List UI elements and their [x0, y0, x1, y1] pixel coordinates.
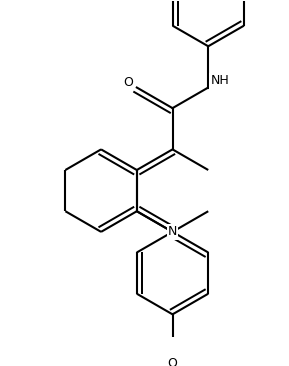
Text: N: N [168, 225, 177, 238]
Text: NH: NH [210, 74, 229, 87]
Text: O: O [168, 356, 177, 366]
Text: O: O [123, 76, 133, 89]
